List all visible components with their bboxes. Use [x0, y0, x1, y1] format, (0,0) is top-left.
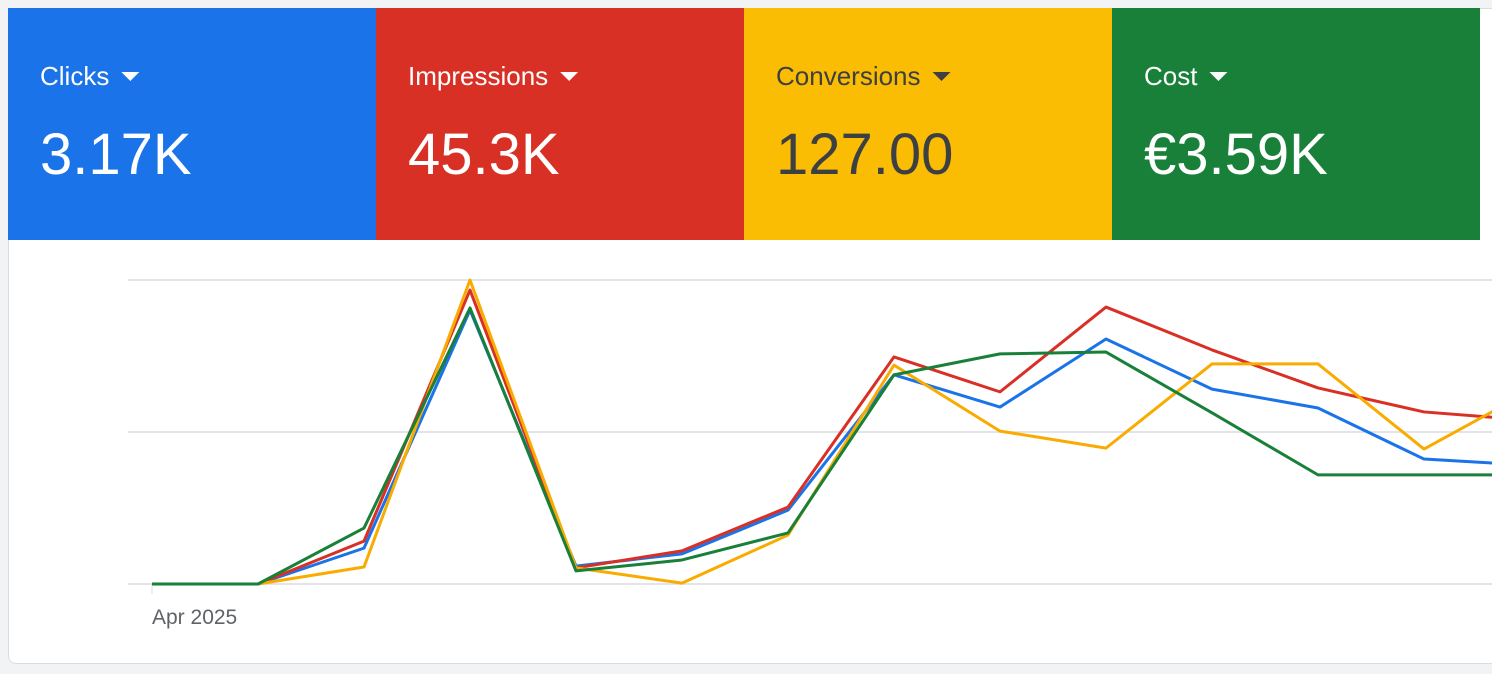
- metric-name: Cost: [1144, 61, 1198, 91]
- dropdown-arrow: [560, 72, 579, 81]
- dropdown-arrow: [121, 72, 140, 81]
- dropdown-arrow: [932, 72, 951, 81]
- dropdown-arrow: [1209, 72, 1228, 81]
- metric-total: 127.00: [776, 122, 953, 187]
- metric-tile[interactable]: Conversions 127.00: [744, 8, 1112, 240]
- series-line: [152, 306, 1492, 586]
- metric-tile[interactable]: Cost €3.59K: [1112, 8, 1480, 240]
- series-line: [152, 278, 1492, 586]
- metric-tile[interactable]: Clicks 3.17K: [8, 8, 376, 240]
- tile-background: [8, 8, 376, 240]
- tile-background: [1112, 8, 1480, 240]
- tile-background: [376, 8, 744, 240]
- series-line: [152, 308, 1492, 586]
- x-tick-label: Apr 2025: [152, 606, 237, 629]
- tile-background: [744, 8, 1112, 240]
- metric-total: 45.3K: [408, 122, 560, 187]
- metric-name: Conversions: [776, 61, 921, 91]
- metric-tile[interactable]: Impressions 45.3K: [376, 8, 744, 240]
- metric-total: 3.17K: [40, 122, 192, 187]
- metric-total: €3.59K: [1144, 122, 1328, 187]
- metric-name: Clicks: [40, 61, 109, 91]
- series-line: [152, 288, 1492, 586]
- metric-name: Impressions: [408, 61, 548, 91]
